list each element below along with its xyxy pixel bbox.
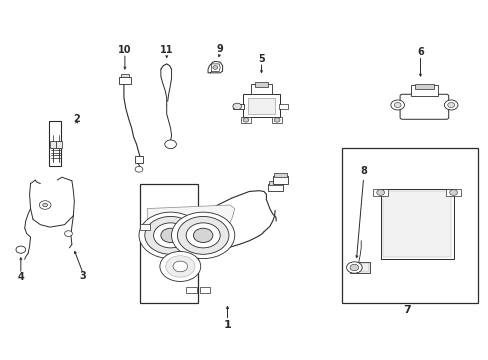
Text: 9: 9: [216, 44, 223, 54]
Circle shape: [274, 118, 280, 122]
Circle shape: [346, 262, 362, 273]
Circle shape: [390, 100, 404, 110]
Bar: [140, 184, 198, 303]
Circle shape: [160, 251, 201, 282]
Circle shape: [212, 66, 217, 69]
Circle shape: [144, 216, 196, 254]
Text: 2: 2: [73, 113, 80, 123]
Text: 7: 7: [403, 305, 410, 315]
Bar: [279, 104, 287, 109]
Circle shape: [376, 190, 384, 195]
FancyBboxPatch shape: [399, 94, 448, 119]
Circle shape: [64, 231, 72, 237]
Circle shape: [193, 228, 212, 243]
Bar: [351, 263, 368, 272]
Bar: [414, 84, 433, 89]
Circle shape: [232, 103, 241, 110]
Bar: [200, 287, 210, 293]
Circle shape: [16, 246, 26, 253]
Circle shape: [139, 212, 202, 258]
Circle shape: [164, 140, 176, 149]
Text: 6: 6: [416, 47, 423, 57]
Circle shape: [161, 228, 180, 243]
Bar: [350, 262, 369, 273]
Circle shape: [393, 103, 400, 108]
Bar: [247, 98, 275, 114]
Bar: [250, 84, 272, 94]
Circle shape: [135, 166, 142, 172]
Bar: [372, 189, 387, 196]
Bar: [268, 181, 282, 185]
Circle shape: [165, 256, 195, 277]
Bar: [233, 104, 244, 109]
Circle shape: [449, 190, 457, 195]
Bar: [48, 121, 61, 166]
Polygon shape: [147, 205, 234, 223]
Text: 5: 5: [258, 54, 264, 64]
Circle shape: [349, 264, 358, 271]
Circle shape: [39, 201, 51, 209]
Text: 8: 8: [360, 166, 366, 176]
Bar: [341, 148, 477, 303]
Circle shape: [173, 261, 187, 272]
Circle shape: [447, 103, 454, 108]
Bar: [382, 191, 450, 257]
Circle shape: [186, 223, 220, 248]
Circle shape: [243, 118, 248, 122]
Bar: [267, 184, 283, 192]
Circle shape: [153, 223, 187, 248]
Circle shape: [42, 203, 47, 207]
Bar: [140, 224, 149, 230]
Bar: [50, 141, 56, 148]
Circle shape: [444, 100, 457, 110]
Bar: [272, 117, 282, 123]
Text: 1: 1: [223, 320, 231, 330]
Text: 11: 11: [160, 45, 173, 55]
Bar: [272, 176, 287, 184]
Bar: [243, 94, 280, 117]
Bar: [380, 189, 453, 258]
Bar: [446, 189, 460, 196]
Bar: [135, 156, 142, 163]
Bar: [56, 141, 61, 148]
Bar: [254, 82, 268, 87]
Text: 3: 3: [80, 271, 86, 282]
Circle shape: [177, 216, 228, 254]
Bar: [186, 287, 197, 293]
Text: 4: 4: [18, 272, 24, 282]
Bar: [119, 77, 130, 84]
Text: 10: 10: [118, 45, 131, 55]
Circle shape: [171, 212, 234, 258]
Bar: [121, 73, 128, 77]
Bar: [241, 117, 250, 123]
Bar: [410, 85, 437, 96]
Bar: [273, 173, 287, 177]
